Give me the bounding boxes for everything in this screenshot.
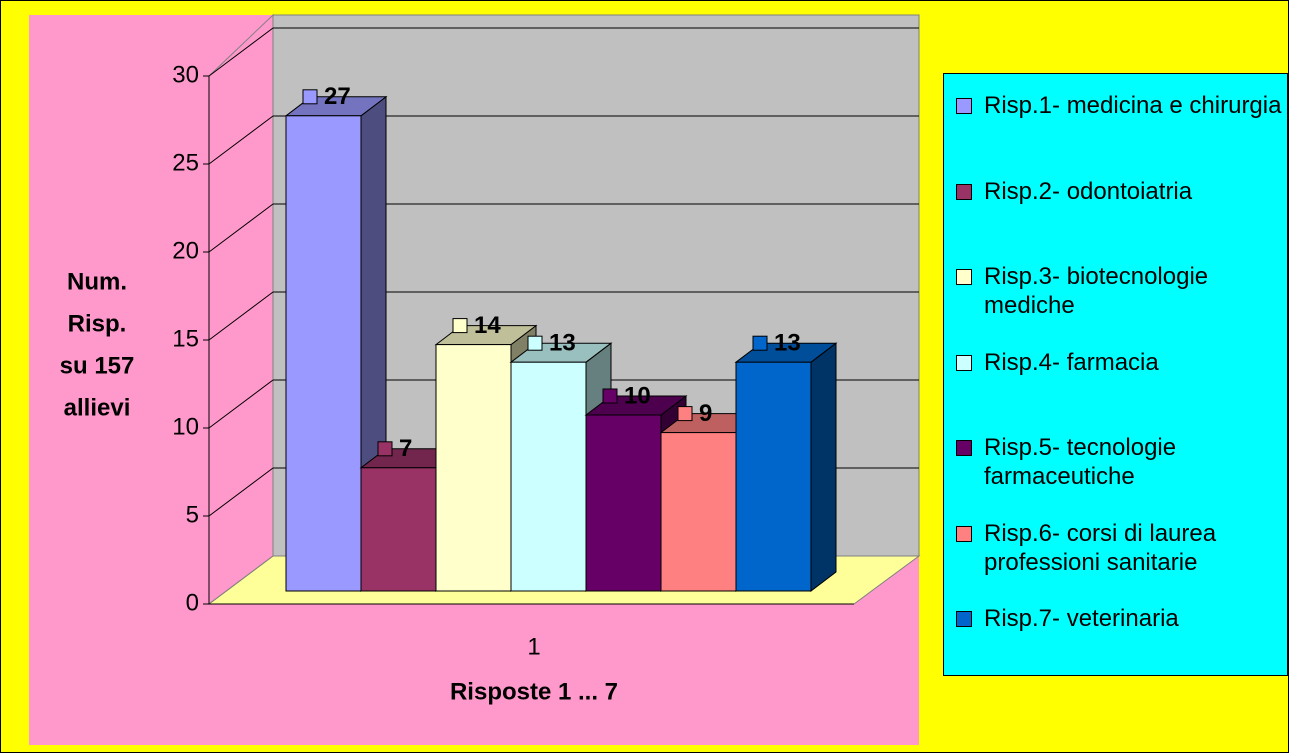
label-marker [527, 335, 543, 351]
grid-line [208, 115, 274, 165]
y-axis-title: Risp. [68, 310, 127, 337]
bar-front [585, 414, 662, 592]
grid-line [208, 27, 274, 77]
legend-label: Risp.5- tecnologie farmaceutiche [984, 434, 1177, 490]
bar [284, 95, 388, 593]
data-label: 13 [549, 330, 576, 357]
y-tick-label: 30 [172, 61, 199, 88]
y-axis-title: su 157 [60, 352, 135, 379]
label-marker [302, 89, 318, 105]
y-tick-label: 25 [172, 149, 199, 176]
bar [734, 342, 838, 593]
legend: Risp.1- medicina e chirurgia Risp.2- odon… [943, 73, 1288, 676]
bar-side [810, 342, 837, 593]
y-tick-label: 20 [172, 237, 199, 264]
data-label: 10 [624, 382, 651, 409]
legend-label: Risp.4- farmacia [984, 348, 1159, 376]
grid-line [208, 203, 274, 253]
legend-swatch [956, 98, 972, 114]
y-tick-label: 5 [186, 501, 199, 528]
grid-line [208, 379, 274, 429]
legend-swatch [956, 611, 972, 627]
legend-swatch [956, 354, 972, 371]
y-tick-label: 15 [172, 325, 199, 352]
grid-line [208, 291, 274, 341]
x-axis-title: Risposte 1 ... 7 [450, 678, 618, 705]
bar-front [510, 361, 587, 592]
legend-label: Risp.3- biotecnologie mediche [984, 263, 1209, 319]
label-marker [602, 388, 618, 404]
data-label: 7 [399, 435, 412, 462]
legend-label: Risp.1- medicina e chirurgia [984, 92, 1282, 119]
x-tick-label: 1 [527, 633, 540, 660]
label-marker [677, 406, 693, 422]
data-label: 13 [774, 330, 801, 357]
legend-entry: Risp.5- tecnologie farmaceutiche [956, 433, 1286, 491]
bar-front [660, 432, 737, 592]
legend-swatch [956, 440, 972, 456]
data-label: 14 [474, 312, 501, 339]
data-label: 27 [324, 83, 351, 110]
grid-line [208, 467, 274, 517]
legend-entry: Risp.2- odontoiatria [956, 177, 1286, 206]
legend-label: Risp.6- corsi di laurea professioni sani… [984, 519, 1217, 576]
legend-swatch [956, 183, 972, 200]
label-marker [752, 335, 768, 351]
legend-label: Risp.2- odontoiatria [984, 177, 1193, 205]
data-label: 9 [699, 400, 712, 427]
y-axis-title: Num. [67, 268, 127, 295]
legend-entry: Risp.1- medicina e chirurgia [956, 91, 1286, 120]
bar-front [360, 467, 437, 592]
legend-entry: Risp.7- veterinaria [956, 604, 1286, 633]
bar-front [735, 361, 812, 592]
legend-swatch [956, 269, 972, 285]
legend-swatch [956, 525, 972, 542]
legend-entry: Risp.6- corsi di laurea professioni sani… [956, 519, 1286, 577]
bar-front [285, 115, 362, 592]
legend-entry: Risp.4- farmacia [956, 348, 1286, 377]
legend-label: Risp.7- veterinaria [984, 605, 1179, 632]
label-marker [377, 441, 393, 457]
y-tick-label: 10 [172, 413, 199, 440]
y-axis-title: allievi [64, 394, 131, 421]
label-marker [452, 318, 468, 334]
y-tick-label: 0 [186, 589, 199, 616]
bar-front [435, 344, 512, 592]
legend-entry: Risp.3- biotecnologie mediche [956, 262, 1286, 320]
